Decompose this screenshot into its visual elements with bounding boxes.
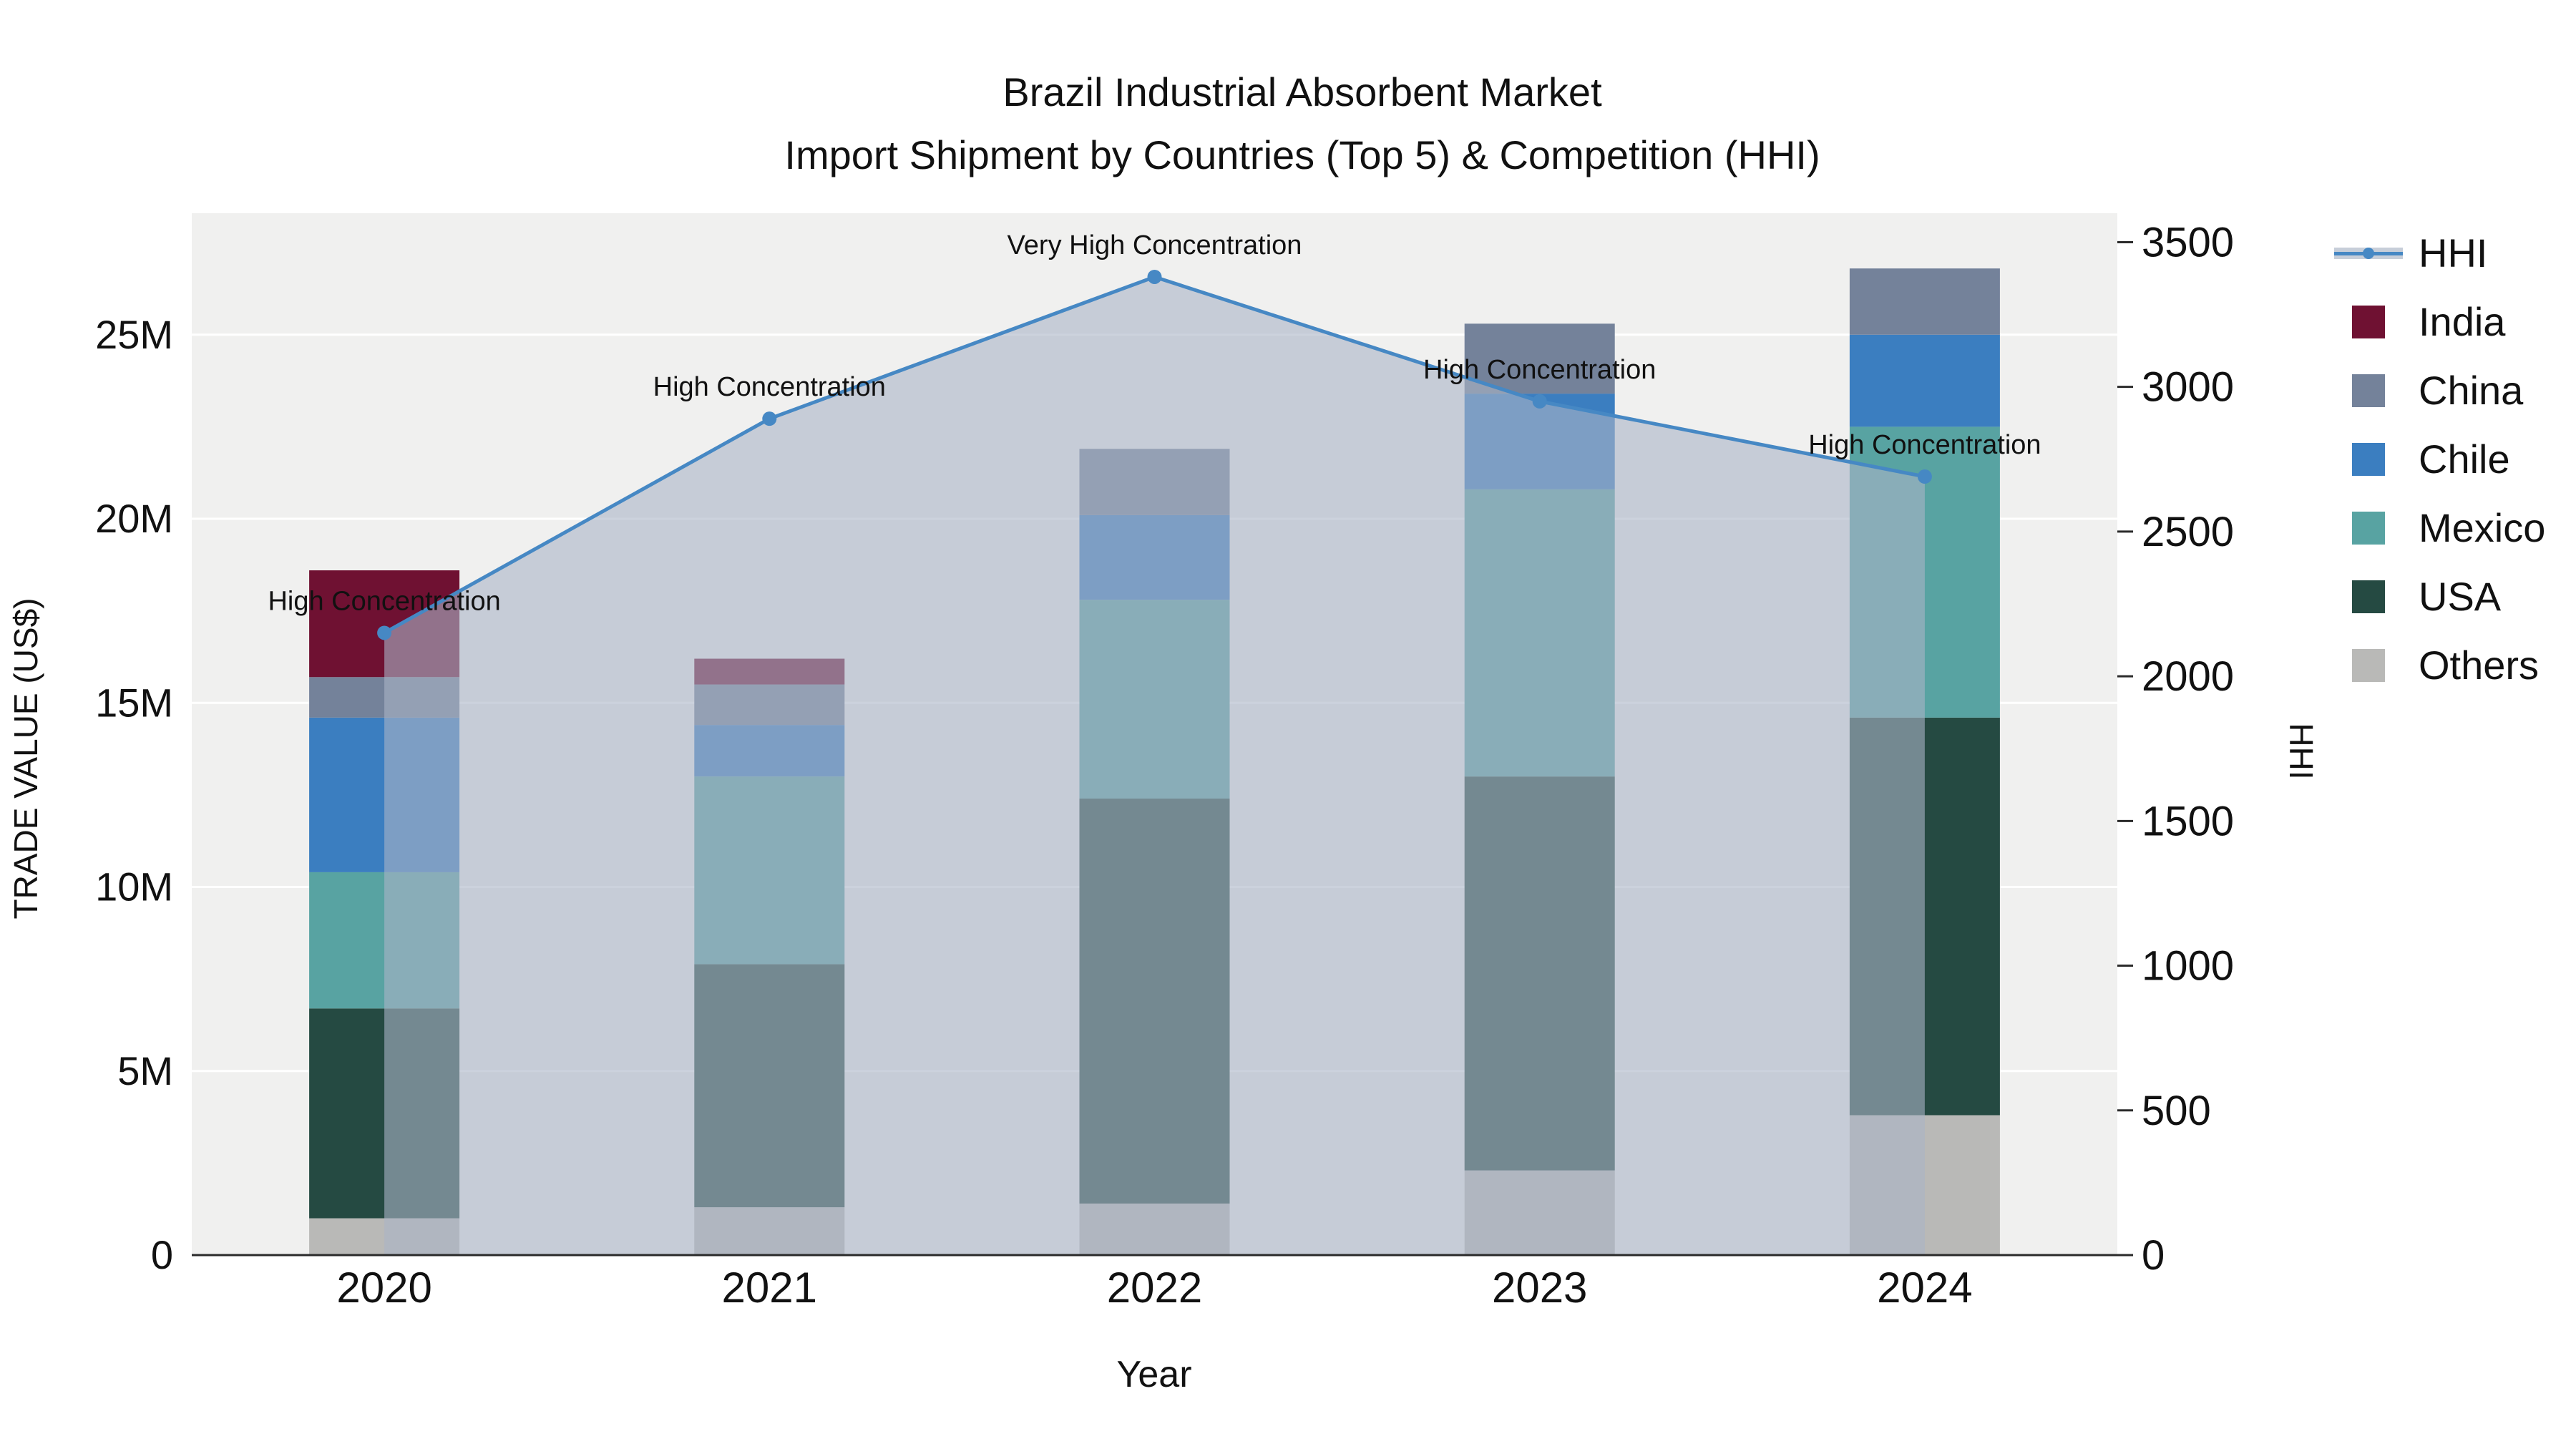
x-tick-label-2021: 2021 (722, 1264, 817, 1312)
y-right-tick-label: 3000 (2142, 364, 2234, 411)
legend-label-hhi: HHI (2419, 230, 2488, 275)
legend-label-india: India (2419, 299, 2506, 344)
legend-item-others[interactable]: Others (2334, 640, 2545, 691)
y-left-tick-label: 20M (95, 496, 173, 541)
x-tick-label-2022: 2022 (1107, 1264, 1202, 1312)
hhi-marker-2023 (1532, 394, 1547, 409)
y-left-tick-label: 0 (151, 1232, 173, 1277)
legend-label-usa: USA (2419, 574, 2502, 619)
x-tick-label-2023: 2023 (1492, 1264, 1587, 1312)
hhi-marker-2020 (377, 625, 392, 640)
y-right-tick-label: 1000 (2142, 943, 2234, 990)
legend-item-india[interactable]: India (2334, 296, 2545, 348)
legend-swatch-icon-chile (2352, 443, 2385, 476)
y-right-axis-title: HHI (2283, 723, 2320, 779)
hhi-area (384, 276, 1925, 1255)
legend-swatch-icon-mexico (2352, 512, 2385, 545)
y-left-tick-label: 25M (95, 312, 173, 357)
y-left-tick-label: 15M (95, 680, 173, 725)
legend-label-chile: Chile (2419, 436, 2510, 482)
x-tick-label-2024: 2024 (1877, 1264, 1972, 1312)
legend-label-mexico: Mexico (2419, 505, 2546, 550)
legend-item-usa[interactable]: USA (2334, 571, 2545, 623)
legend-item-chile[interactable]: Chile (2334, 434, 2545, 485)
x-axis-title: Year (1116, 1354, 1191, 1395)
hhi-line-legend-icon (2334, 239, 2403, 268)
legend-label-china: China (2419, 368, 2524, 413)
chart-subtitle: Import Shipment by Countries (Top 5) & C… (784, 132, 1820, 177)
y-right-tick-label: 2500 (2142, 509, 2234, 555)
y-left-tick-label: 10M (95, 864, 173, 909)
legend-label-others: Others (2419, 643, 2540, 688)
y-right-tick-label: 2000 (2142, 653, 2234, 700)
legend-swatch-icon-usa (2352, 580, 2385, 613)
hhi-marker-2022 (1147, 269, 1162, 284)
hhi-marker-2021 (762, 411, 777, 426)
legend-swatch-icon-others (2352, 649, 2385, 682)
hhi-marker-2024 (1917, 469, 1932, 484)
y-right-tick-label: 500 (2142, 1088, 2211, 1134)
legend-swatch-icon-india (2352, 306, 2385, 338)
legend-item-china[interactable]: China (2334, 365, 2545, 416)
hhi-annotation-2021: High Concentration (653, 372, 886, 402)
legend-item-hhi[interactable]: HHI (2334, 228, 2545, 279)
x-tick-label-2020: 2020 (336, 1264, 431, 1312)
bar-segment-chile-2024 (1849, 334, 2000, 427)
hhi-annotation-2023: High Concentration (1423, 355, 1656, 385)
hhi-annotation-2024: High Concentration (1808, 430, 2041, 460)
y-right-tick-label: 0 (2142, 1232, 2165, 1279)
legend-swatch-icon-china (2352, 374, 2385, 407)
y-right-tick-label: 1500 (2142, 798, 2234, 844)
hhi-annotation-2022: Very High Concentration (1008, 230, 1302, 260)
y-left-tick-label: 5M (117, 1048, 173, 1093)
bar-segment-china-2023 (1464, 323, 1615, 394)
hhi-annotation-2020: High Concentration (268, 586, 500, 616)
y-left-axis-title: TRADE VALUE (US$) (7, 597, 44, 919)
y-right-tick-label: 3500 (2142, 219, 2234, 265)
bar-segment-china-2024 (1849, 268, 2000, 335)
legend-item-mexico[interactable]: Mexico (2334, 502, 2545, 554)
legend: HHI India China Chile Mexico USA Others (2334, 228, 2545, 691)
chart-title: Brazil Industrial Absorbent Market (1002, 69, 1602, 114)
